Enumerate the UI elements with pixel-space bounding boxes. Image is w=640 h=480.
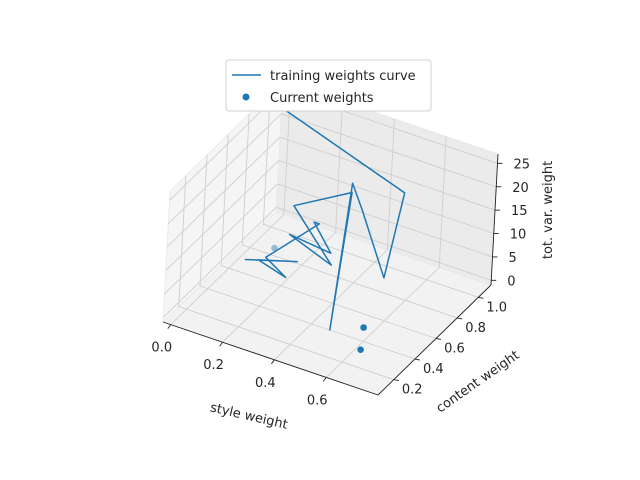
y-gridline — [178, 175, 394, 381]
z-tick-label: 5 — [509, 251, 517, 266]
y-tick-mark — [393, 379, 399, 382]
z-tick-label: 15 — [511, 204, 528, 219]
y-axis-line — [377, 284, 492, 396]
z-tick-label: 10 — [510, 228, 527, 243]
x-gridline — [325, 136, 447, 378]
y-gridline — [220, 134, 437, 339]
x-gridline — [170, 83, 292, 325]
x-gridline — [274, 118, 395, 361]
y-tick-mark — [457, 317, 463, 320]
y-tick-mark — [435, 338, 442, 340]
z-gridline — [165, 159, 494, 271]
axis-lines — [162, 153, 499, 396]
legend-label-curve: training weights curve — [270, 69, 416, 84]
y-gridline — [262, 93, 479, 298]
x-tick-mark — [167, 324, 172, 329]
z-tick-label: 20 — [512, 181, 529, 196]
x-axis-label: style weight — [209, 400, 289, 432]
plot-data — [244, 109, 406, 354]
training-weights-curve — [244, 109, 406, 331]
x-gridline — [222, 101, 344, 343]
y-tick-label: 0.6 — [444, 341, 465, 356]
y-tick-mark — [478, 296, 484, 299]
legend: training weights curve Current weights — [225, 59, 432, 112]
x-tick-mark — [219, 341, 223, 347]
y-axis-label: content weight — [434, 348, 523, 416]
z-gridline — [162, 206, 492, 318]
z-gridline — [167, 113, 497, 225]
z-gridline — [166, 136, 496, 248]
y-tick-mark — [414, 358, 421, 361]
current-weights-point — [360, 324, 367, 331]
gridlines — [162, 83, 498, 381]
y-gridline — [199, 154, 416, 360]
y-tick-label: 0.2 — [402, 383, 423, 398]
x-tick-label: 0.6 — [307, 393, 328, 408]
x-tick-mark — [322, 377, 327, 382]
y-gridline — [241, 113, 458, 319]
y-tick-label: 0.8 — [465, 321, 486, 336]
y-tick-label: 1.0 — [486, 300, 507, 315]
z-axis-label: tot. var. weight — [541, 161, 556, 259]
current-weights-point — [357, 346, 364, 354]
x-tick-label: 0.2 — [203, 358, 224, 373]
y-tick-label: 0.4 — [423, 362, 444, 377]
z-axis-line — [490, 153, 499, 286]
legend-box — [225, 59, 432, 112]
current-weights-point — [271, 244, 278, 252]
z-gridline — [164, 183, 493, 295]
z-tick-label: 25 — [514, 157, 531, 172]
z-tick-label: 0 — [507, 274, 515, 289]
x-tick-label: 0.4 — [255, 376, 276, 391]
x-tick-mark — [271, 359, 275, 365]
x-tick-label: 0.0 — [151, 341, 172, 356]
legend-marker-swatch — [242, 93, 250, 101]
x-axis-line — [162, 321, 379, 396]
legend-label-current: Current weights — [270, 91, 374, 106]
